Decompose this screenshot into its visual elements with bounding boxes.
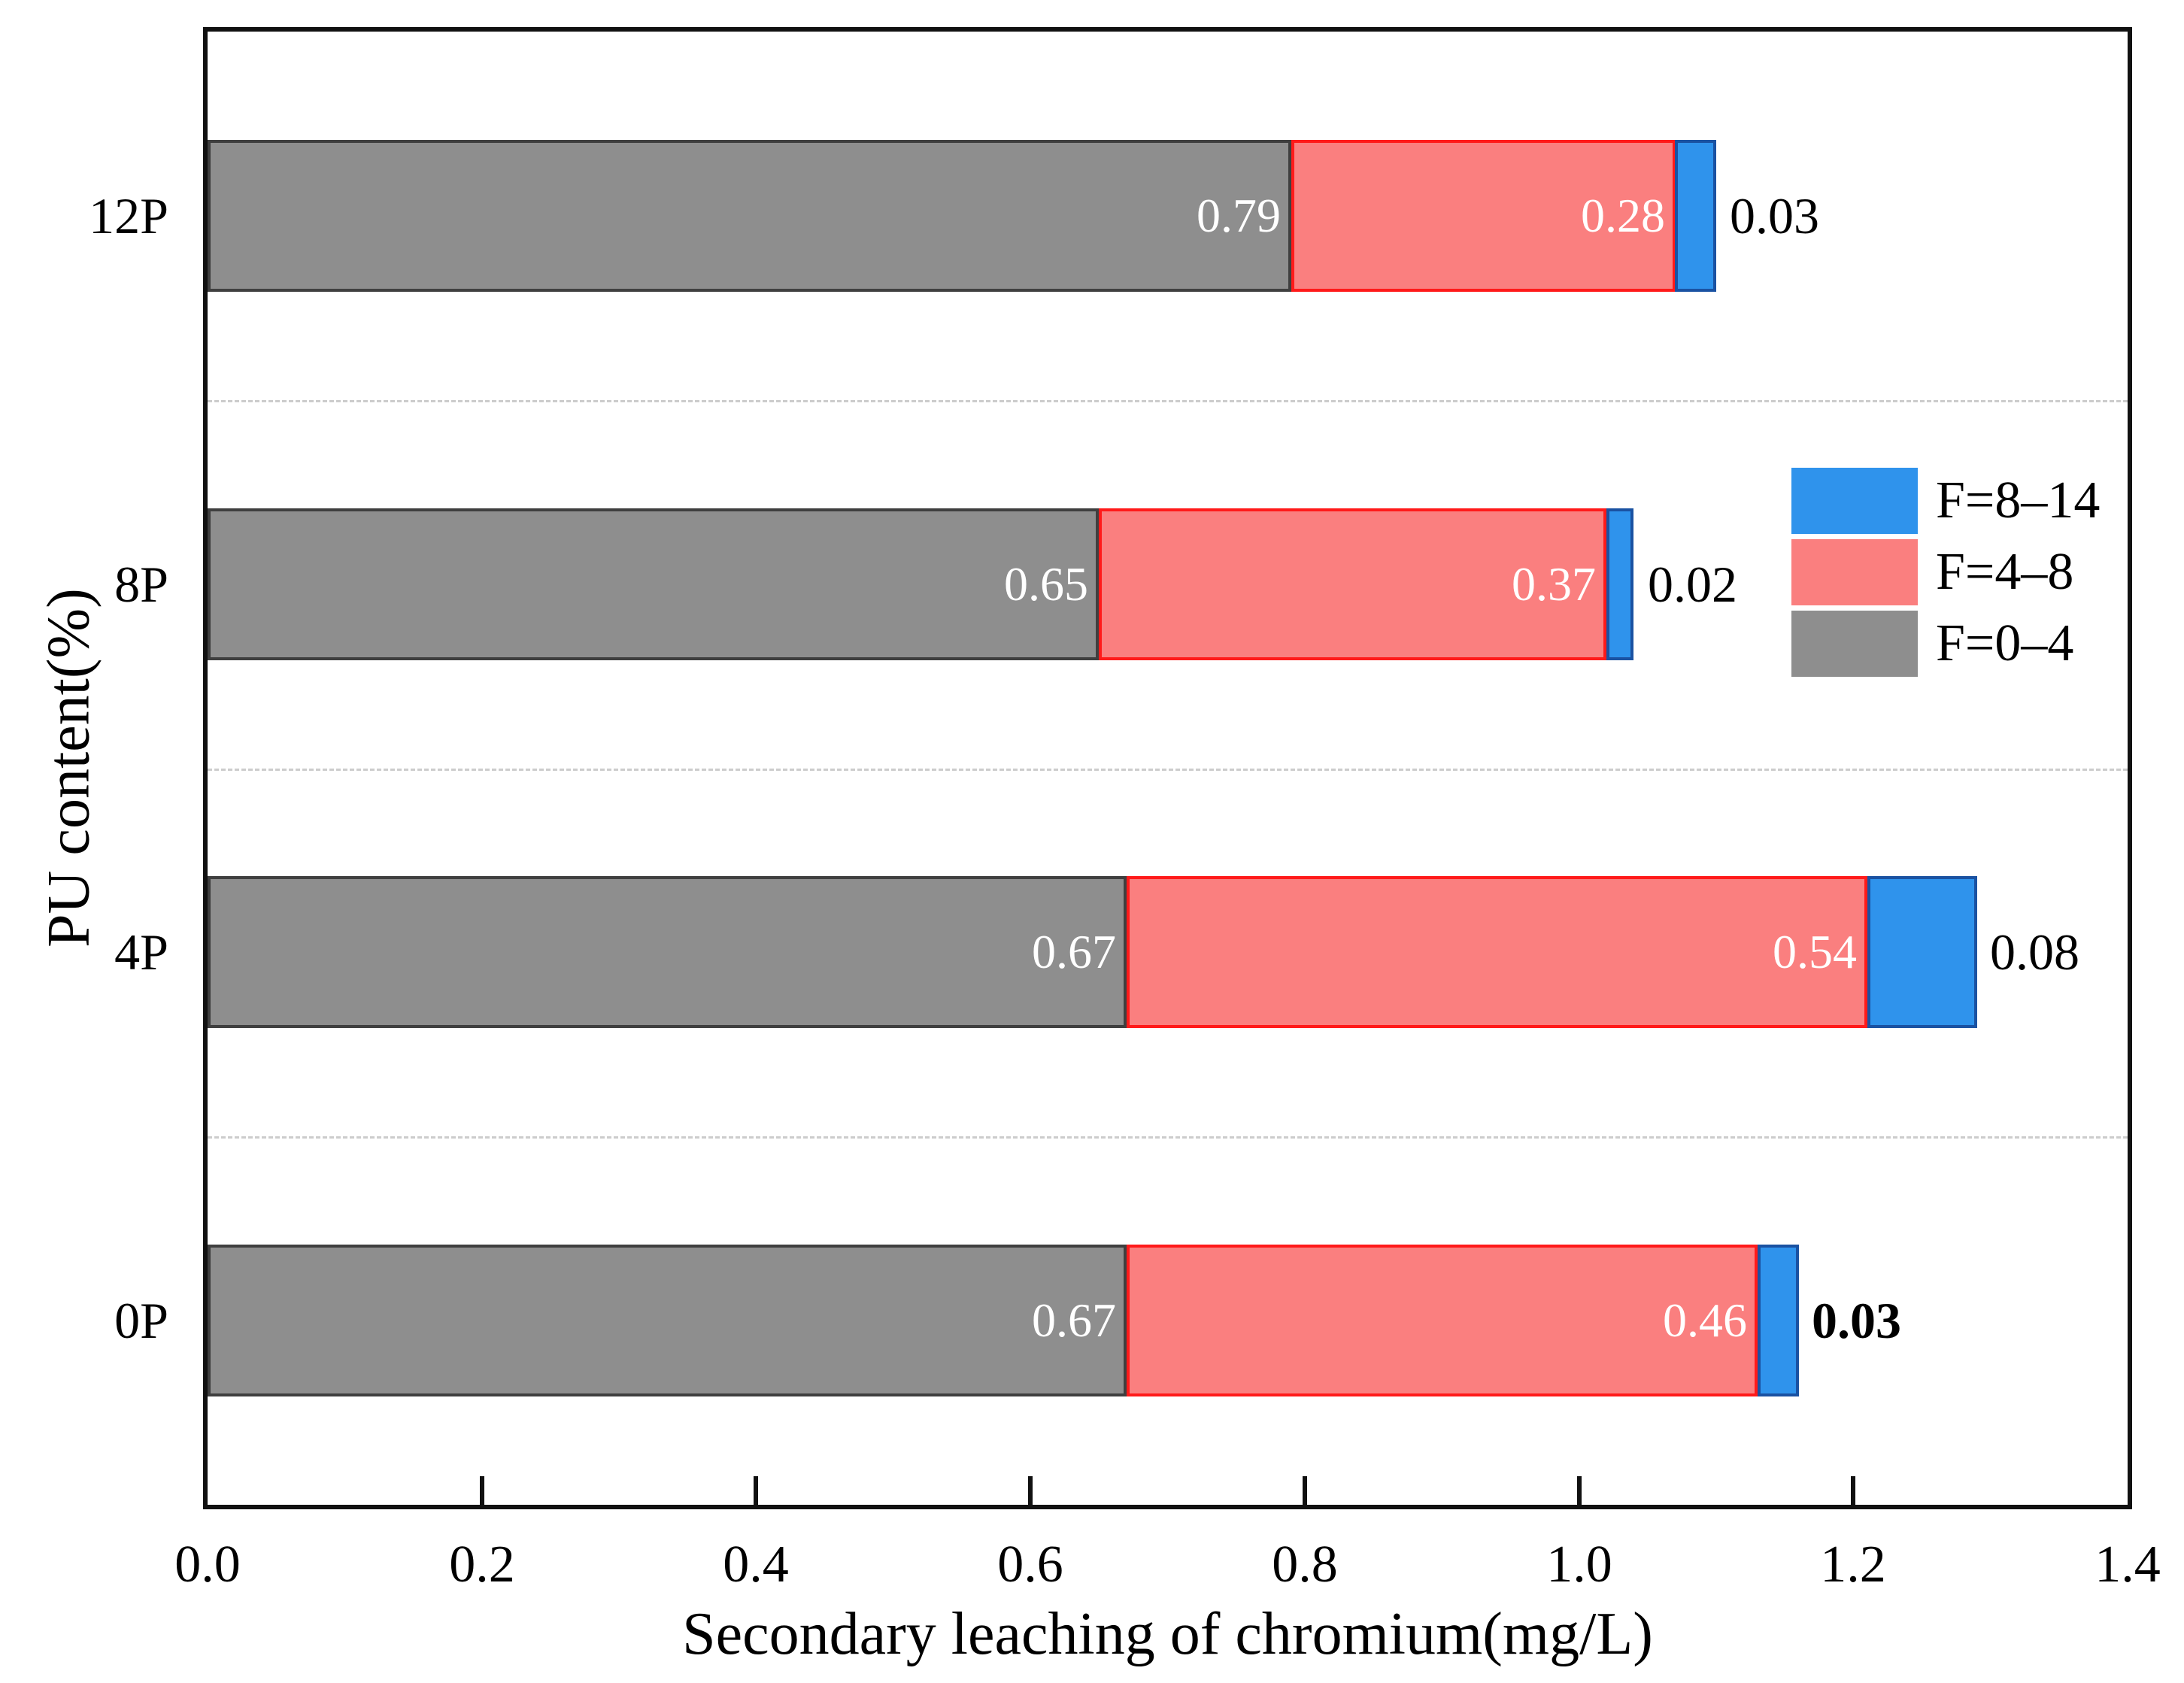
- x-axis-tick-mark: [1851, 1476, 1855, 1505]
- bar-outside-value-label: 0.03: [1730, 186, 1819, 244]
- bar-value-label: 0.67: [1032, 1293, 1116, 1347]
- y-axis-category-label: 0P: [114, 1292, 168, 1349]
- x-axis-tick-mark: [1577, 1476, 1582, 1505]
- dashed-gridline: [208, 769, 2128, 771]
- legend-row: F=4–8: [1791, 539, 2100, 605]
- x-axis-tick-label: 1.4: [2095, 1536, 2161, 1594]
- bar-segment: [1675, 140, 1716, 292]
- bar-value-label: 0.67: [1032, 925, 1116, 978]
- bar-segment: [1606, 508, 1633, 660]
- x-axis-tick-label: 0.2: [449, 1536, 515, 1594]
- x-axis-tick-label: 0.0: [174, 1536, 241, 1594]
- bar-segment: 0.65: [208, 508, 1099, 660]
- legend-row: F=8–14: [1791, 468, 2100, 534]
- x-axis-title: Secondary leaching of chromium(mg/L): [682, 1601, 1653, 1667]
- bar-outside-value-label: 0.02: [1648, 555, 1737, 613]
- bar-value-label: 0.79: [1197, 189, 1281, 242]
- y-axis-title: PU content(%): [35, 588, 102, 948]
- bar-value-label: 0.54: [1773, 925, 1857, 978]
- x-axis-tick-label: 0.4: [723, 1536, 789, 1594]
- bar-value-label: 0.65: [1004, 557, 1088, 611]
- bar-value-label: 0.28: [1581, 189, 1665, 242]
- bar-outside-value-label: 0.03: [1812, 1291, 1901, 1349]
- x-axis-tick-label: 1.2: [1820, 1536, 1886, 1594]
- bar-segment: 0.28: [1291, 140, 1676, 292]
- bar-segment: 0.67: [208, 876, 1127, 1028]
- bar-outside-value-label: 0.08: [1990, 923, 2079, 981]
- plot-area: 0.79 0.28 0.03 0.65 0.37 0.02 0.67 0.54 0.08 0.67…: [203, 27, 2132, 1509]
- legend-swatch: [1791, 611, 1918, 677]
- x-axis-tick-mark: [1303, 1476, 1307, 1505]
- bar-segment: 0.54: [1127, 876, 1867, 1028]
- y-axis-category-label: 4P: [114, 923, 168, 981]
- legend-swatch: [1791, 468, 1918, 534]
- bar-segment: 0.37: [1099, 508, 1606, 660]
- legend-swatch: [1791, 539, 1918, 605]
- dashed-gridline: [208, 400, 2128, 402]
- x-axis-tick-label: 0.8: [1272, 1536, 1338, 1594]
- x-axis-tick-label: 1.0: [1546, 1536, 1612, 1594]
- bar-segment: 0.67: [208, 1245, 1127, 1396]
- x-axis-tick-mark: [480, 1476, 484, 1505]
- legend-label: F=8–14: [1936, 472, 2101, 529]
- bar-segment: [1758, 1245, 1799, 1396]
- legend-label: F=4–8: [1936, 543, 2074, 601]
- legend-row: F=0–4: [1791, 611, 2100, 677]
- x-axis-tick-mark: [1028, 1476, 1033, 1505]
- bar-segment: [1867, 876, 1977, 1028]
- bar-value-label: 0.46: [1663, 1293, 1747, 1347]
- dashed-gridline: [208, 1136, 2128, 1139]
- legend: F=8–14 F=4–8 F=0–4: [1791, 468, 2100, 682]
- x-axis-tick-label: 0.6: [997, 1536, 1063, 1594]
- x-axis-tick-mark: [754, 1476, 758, 1505]
- y-axis-category-label: 8P: [114, 556, 168, 613]
- bar-segment: 0.46: [1127, 1245, 1758, 1396]
- legend-label: F=0–4: [1936, 614, 2074, 672]
- y-axis-category-label: 12P: [89, 187, 168, 244]
- bar-segment: 0.79: [208, 140, 1291, 292]
- bar-value-label: 0.37: [1512, 557, 1596, 611]
